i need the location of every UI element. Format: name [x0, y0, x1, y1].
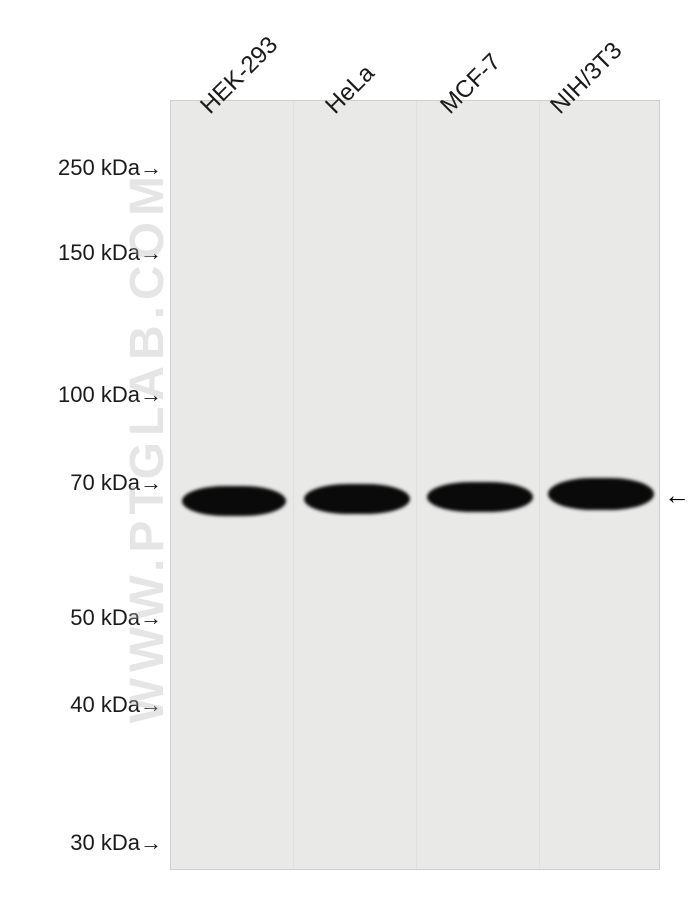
mw-value: 250 kDa: [58, 155, 140, 180]
arrow-right-icon: →: [140, 155, 162, 181]
blot-band: [427, 482, 533, 512]
blot-band: [304, 484, 410, 514]
mw-marker: 150 kDa→: [2, 240, 162, 266]
mw-marker: 30 kDa→: [2, 830, 162, 856]
mw-marker: 250 kDa→: [2, 155, 162, 181]
mw-value: 100 kDa: [58, 382, 140, 407]
arrow-right-icon: →: [140, 470, 162, 496]
mw-value: 40 kDa: [70, 692, 140, 717]
arrow-right-icon: →: [140, 382, 162, 408]
mw-marker: 100 kDa→: [2, 382, 162, 408]
mw-value: 70 kDa: [70, 470, 140, 495]
lane-separator: [539, 101, 540, 869]
arrow-right-icon: →: [140, 240, 162, 266]
mw-marker: 40 kDa→: [2, 692, 162, 718]
lane-separator: [293, 101, 294, 869]
mw-value: 50 kDa: [70, 605, 140, 630]
band-indicator-arrow-icon: ←: [664, 480, 690, 511]
mw-marker: 70 kDa→: [2, 470, 162, 496]
blot-band: [182, 486, 286, 516]
arrow-right-icon: →: [140, 605, 162, 631]
arrow-right-icon: →: [140, 830, 162, 856]
arrow-right-icon: →: [140, 692, 162, 718]
lane-separator: [416, 101, 417, 869]
mw-value: 150 kDa: [58, 240, 140, 265]
blot-band: [548, 478, 654, 510]
mw-marker: 50 kDa→: [2, 605, 162, 631]
mw-value: 30 kDa: [70, 830, 140, 855]
